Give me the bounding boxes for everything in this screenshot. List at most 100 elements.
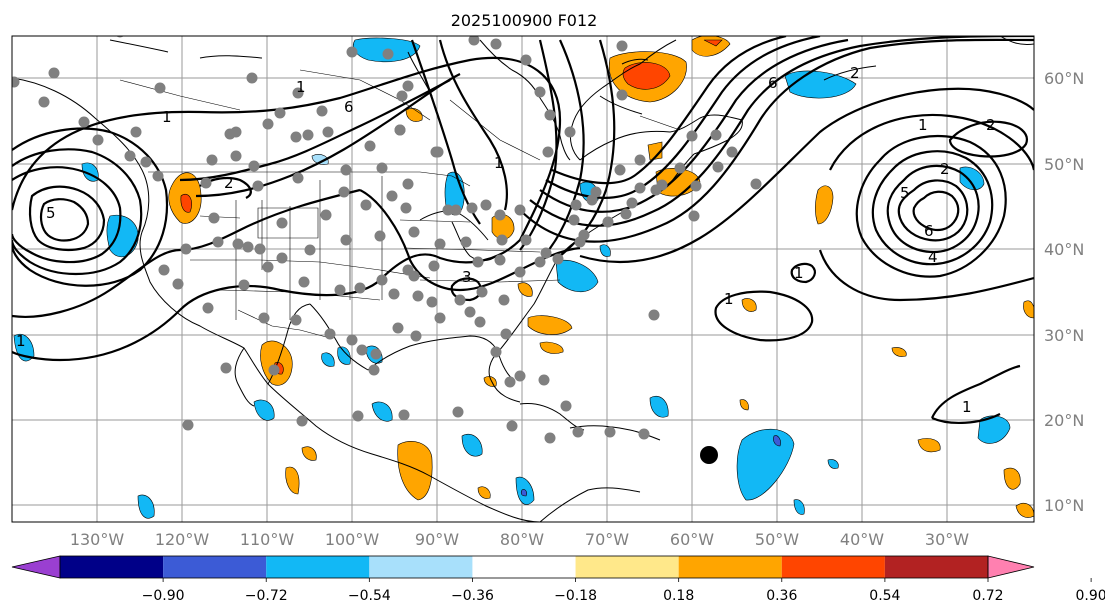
- station-dot: [230, 150, 242, 162]
- contour-label: 1: [962, 398, 972, 416]
- station-dot: [412, 290, 424, 302]
- station-dot: [638, 428, 650, 440]
- station-dot: [140, 156, 152, 168]
- colorbar-segment: [369, 556, 473, 578]
- station-dot: [316, 105, 328, 117]
- contour-label: 1: [794, 264, 804, 282]
- station-dot: [276, 217, 288, 229]
- colorbar: [11, 555, 1035, 579]
- station-dot: [544, 432, 556, 444]
- station-dot: [710, 129, 722, 141]
- station-dot: [626, 197, 638, 209]
- station-dot: [274, 107, 286, 119]
- negative-anomaly-patch: [959, 166, 985, 191]
- station-dot: [212, 236, 224, 248]
- positive-anomaly-patch: [517, 282, 533, 297]
- positive-anomaly-patch: [891, 347, 907, 357]
- contour-label: 5: [900, 184, 910, 202]
- station-dot: [434, 238, 446, 250]
- latitude-label: 30°N: [1044, 326, 1084, 345]
- station-dot: [202, 302, 214, 314]
- colorbar-tick-label: 0.90: [1076, 588, 1105, 604]
- station-dot: [276, 252, 288, 264]
- station-dot: [542, 146, 554, 158]
- contour-label: 1: [162, 108, 172, 126]
- positive-anomaly-patch: [917, 438, 941, 453]
- positive-anomaly-patch: [477, 486, 491, 499]
- station-dot: [494, 254, 506, 266]
- station-dot: [620, 208, 632, 220]
- colorbar-tick-label: −0.72: [245, 588, 288, 604]
- station-dot: [238, 279, 250, 291]
- contour-label: 6: [924, 222, 934, 240]
- longitude-label: 70°W: [585, 530, 629, 549]
- station-dot: [560, 400, 572, 412]
- positive-anomaly-patch: [815, 185, 834, 225]
- negative-anomaly-patch: [827, 459, 839, 469]
- colorbar-high-extend: [987, 555, 1035, 579]
- map-title: 2025100900 F012: [451, 11, 598, 30]
- station-dot: [374, 230, 386, 242]
- station-dot: [750, 178, 762, 190]
- negative-anomaly-patch: [337, 346, 351, 365]
- station-dot: [498, 294, 510, 306]
- negative-anomaly-patch: [977, 415, 1011, 444]
- station-dot: [398, 409, 410, 421]
- negative-anomaly-patch: [321, 352, 335, 367]
- station-dot: [466, 202, 478, 214]
- contour-label: 4: [928, 248, 938, 266]
- station-dot: [504, 376, 516, 388]
- station-dot: [568, 214, 580, 226]
- station-dot: [48, 67, 60, 79]
- station-dot: [340, 164, 352, 176]
- station-dot: [352, 410, 364, 422]
- latitude-label: 40°N: [1044, 240, 1084, 259]
- positive-anomaly-patch: [1003, 467, 1021, 490]
- positive-anomaly-patch: [1023, 300, 1034, 319]
- station-dot: [12, 76, 20, 88]
- contour-label: 6: [344, 98, 354, 116]
- contour-label: 3: [462, 268, 472, 286]
- contour-label: 1: [918, 116, 928, 134]
- colorbar-segment: [60, 556, 164, 578]
- station-dot: [154, 82, 166, 94]
- colorbar-low-extend: [11, 555, 61, 579]
- positive-anomaly-core: [703, 39, 723, 47]
- station-dot: [396, 90, 408, 102]
- station-dot: [364, 140, 376, 152]
- station-dot: [368, 364, 380, 376]
- station-dot: [686, 130, 698, 142]
- station-dot: [258, 312, 270, 324]
- station-dot: [402, 178, 414, 190]
- station-dot: [602, 216, 614, 228]
- station-dot: [408, 226, 420, 238]
- negative-anomaly-patch: [371, 401, 393, 422]
- negative-anomaly-patch: [736, 428, 795, 501]
- station-dot: [354, 282, 366, 294]
- station-dot: [534, 256, 546, 268]
- longitude-label: 120°W: [155, 530, 210, 549]
- longitude-labels: 130°W 120°W 110°W 100°W 90°W 80°W 70°W 60°W 50°W…: [70, 530, 969, 549]
- station-dot: [534, 86, 546, 98]
- positive-anomaly-patch: [647, 141, 663, 161]
- station-dot: [514, 370, 526, 382]
- contour-label: 1: [16, 332, 26, 350]
- longitude-label: 100°W: [325, 530, 380, 549]
- latitude-labels: 60°N 50°N 40°N 30°N 20°N 10°N: [1044, 69, 1084, 515]
- station-dot: [648, 309, 660, 321]
- station-dot: [172, 278, 184, 290]
- negative-anomaly-patch: [793, 499, 805, 515]
- station-dot: [454, 294, 466, 306]
- negative-anomaly-patch: [137, 494, 155, 519]
- station-dot: [656, 179, 668, 191]
- anomaly-fills: [13, 36, 1034, 519]
- station-dot: [572, 426, 584, 438]
- station-dot: [252, 180, 264, 192]
- station-dot: [460, 236, 472, 248]
- colorbar-frame: [59, 555, 989, 579]
- colorbar-segment: [163, 556, 267, 578]
- colorbar-tick-label: 0.18: [663, 588, 694, 604]
- longitude-label: 60°W: [670, 530, 714, 549]
- contour-label: 2: [850, 64, 860, 82]
